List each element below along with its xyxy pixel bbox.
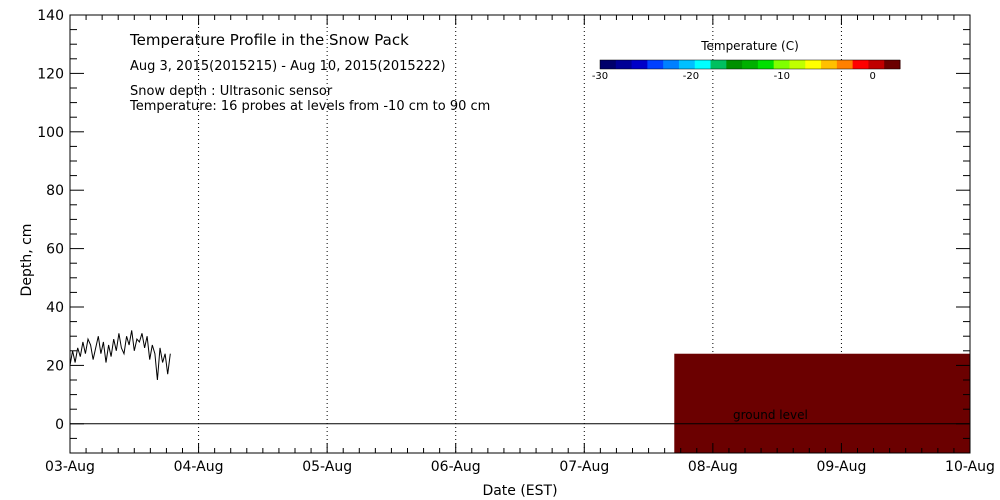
snow-depth-line — [69, 330, 171, 381]
note-snow-depth: Snow depth : Ultrasonic sensor — [130, 84, 333, 99]
colorbar-swatch — [789, 60, 806, 69]
x-tick-label: 06-Aug — [431, 459, 481, 475]
y-axis-title: Depth, cm — [19, 224, 35, 297]
colorbar-swatch — [757, 60, 775, 69]
ground-level-label: ground level — [733, 408, 808, 422]
axis-ticks-layer: 0 20 40 60 80 100 120 140 03-Aug 04-Aug 05-Aug 06-A… — [37, 8, 995, 475]
x-tick-label: 08-Aug — [688, 459, 738, 475]
snow-depth-layer — [69, 330, 171, 381]
colorbar-swatch — [852, 60, 869, 69]
temperature-colorbar: Temperature (C) -30 -20 -10 0 — [592, 39, 901, 82]
y-tick-label: 60 — [46, 242, 64, 258]
colorbar-swatch — [836, 60, 854, 69]
colorbar-swatch — [821, 60, 838, 69]
y-tick-label: 120 — [37, 66, 64, 82]
colorbar-swatch — [663, 60, 680, 69]
x-tick-label: 10-Aug — [945, 459, 995, 475]
x-axis-title: Date (EST) — [482, 483, 557, 499]
x-tick-label: 04-Aug — [174, 459, 224, 475]
colorbar-frame — [599, 59, 901, 70]
chart-subtitle: Aug 3, 2015(2015215) - Aug 10, 2015(2015… — [130, 59, 446, 74]
colorbar-swatches — [599, 59, 901, 70]
colorbar-swatch — [694, 60, 712, 69]
colorbar-tick-label: -30 — [592, 71, 608, 82]
x-tick-label: 03-Aug — [45, 459, 95, 475]
x-tick-label: 05-Aug — [302, 459, 352, 475]
x-tick-label: 07-Aug — [559, 459, 609, 475]
colorbar-tick-label: 0 — [870, 71, 876, 82]
colorbar-swatch — [678, 60, 696, 69]
colorbar-swatch — [805, 60, 822, 69]
chart-title: Temperature Profile in the Snow Pack — [129, 31, 409, 49]
colorbar-swatch — [773, 60, 790, 69]
colorbar-tick-label: -10 — [774, 71, 790, 82]
y-tick-label: 0 — [55, 417, 64, 433]
y-tick-label: 80 — [46, 183, 64, 199]
colorbar-swatch — [726, 60, 743, 69]
colorbar-swatch — [615, 60, 633, 69]
y-tick-label: 40 — [46, 300, 64, 316]
colorbar-swatch — [710, 60, 727, 69]
colorbar-title: Temperature (C) — [700, 39, 799, 53]
colorbar-swatch — [647, 60, 664, 69]
colorbar-swatch — [868, 60, 885, 69]
colorbar-swatch — [742, 60, 759, 69]
note-temperature: Temperature: 16 probes at levels from -1… — [129, 99, 490, 114]
colorbar-swatch — [631, 60, 648, 69]
y-tick-label: 140 — [37, 8, 64, 24]
y-tick-label: 20 — [46, 358, 64, 374]
y-tick-label: 100 — [37, 125, 64, 141]
x-tick-label: 09-Aug — [816, 459, 866, 475]
colorbar-ticks: -30 -20 -10 0 — [592, 71, 876, 82]
colorbar-swatch — [600, 60, 617, 69]
temperature-block — [674, 353, 970, 453]
temperature-block-layer: ground level — [70, 353, 970, 453]
colorbar-tick-label: -20 — [683, 71, 699, 82]
colorbar-swatch — [884, 60, 901, 69]
